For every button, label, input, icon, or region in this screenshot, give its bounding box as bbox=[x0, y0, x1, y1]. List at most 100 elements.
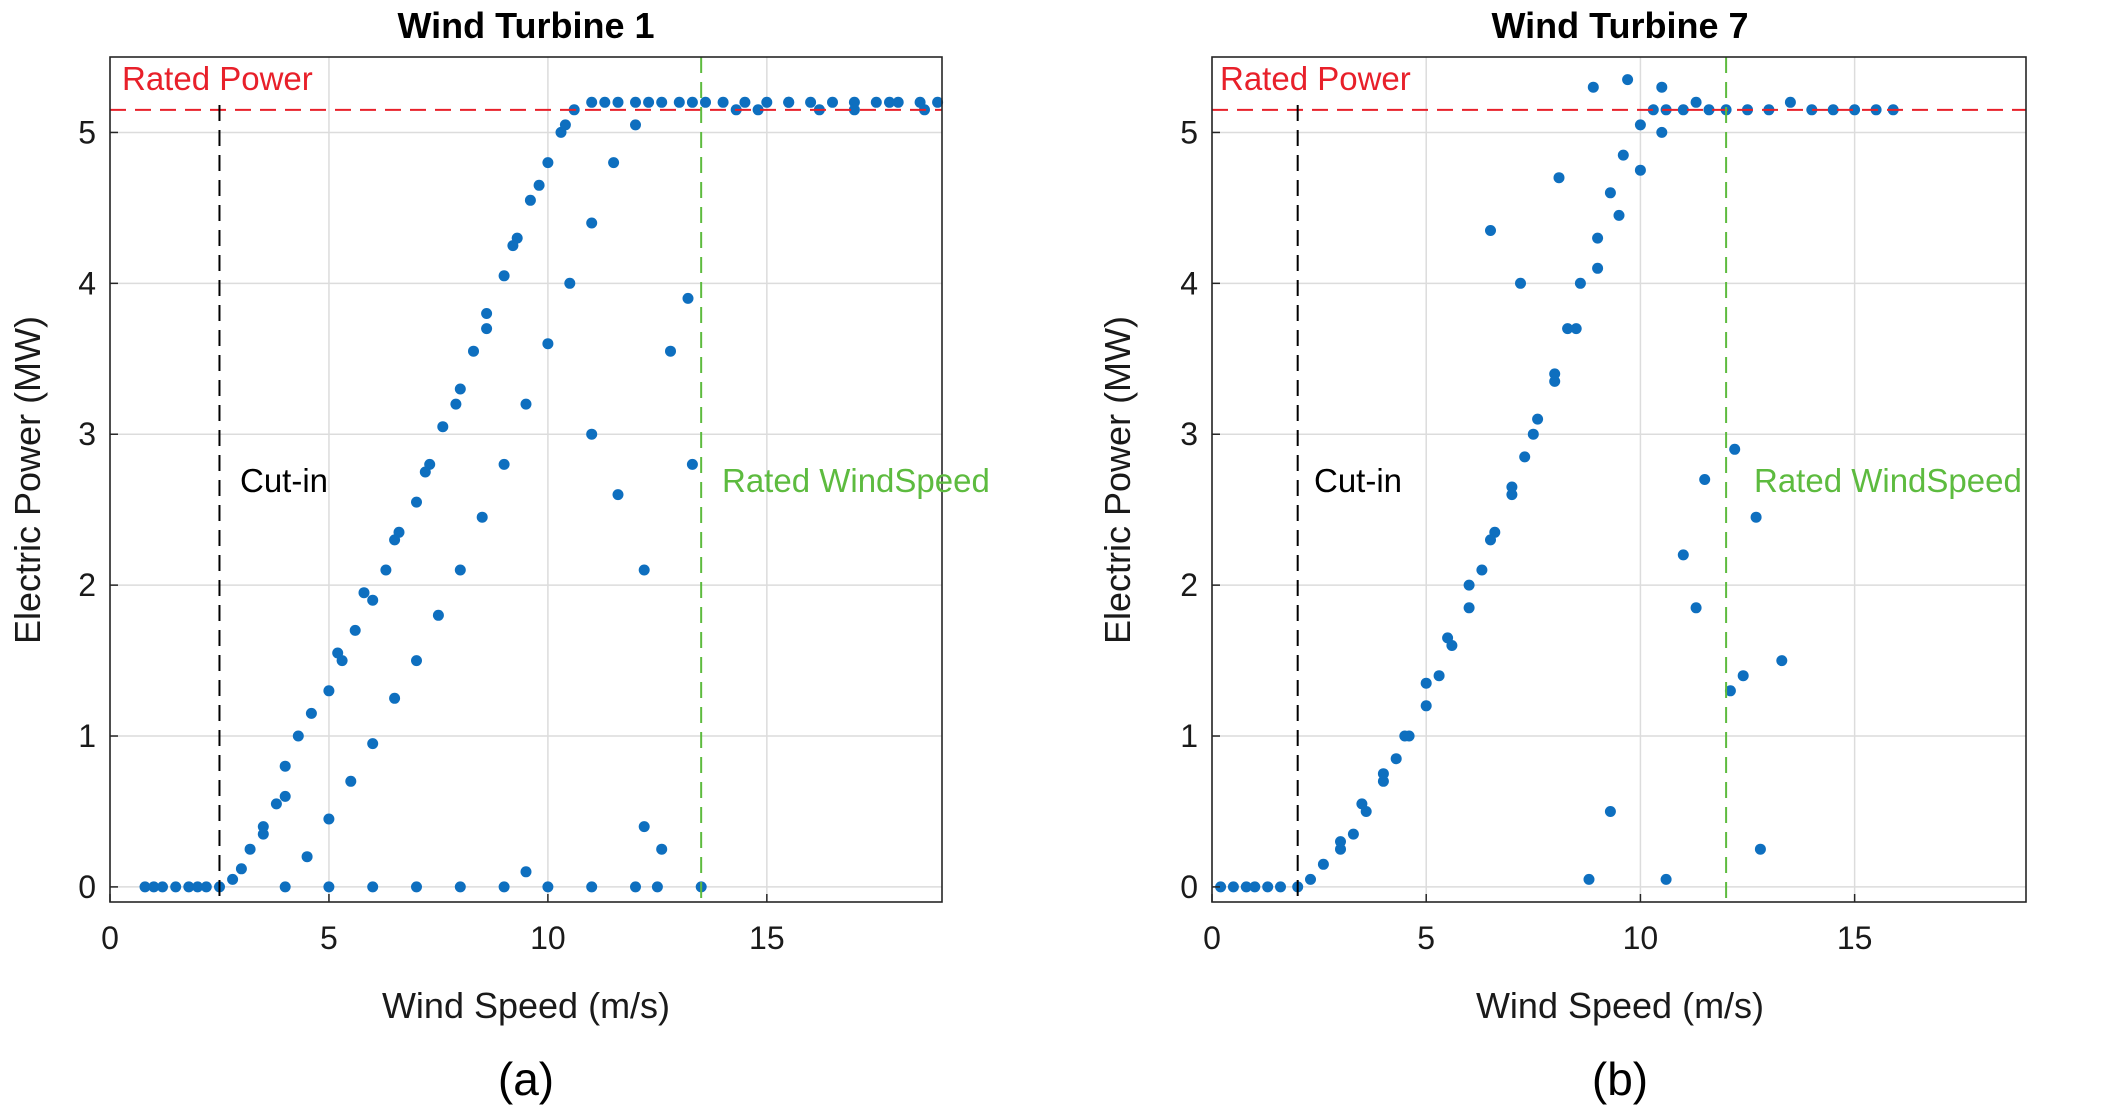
scatter-point bbox=[1476, 564, 1488, 576]
scatter-point bbox=[157, 881, 168, 893]
scatter-point bbox=[1553, 172, 1565, 184]
scatter-point bbox=[1622, 74, 1634, 86]
scatter-point bbox=[1617, 149, 1629, 161]
scatter-point bbox=[1305, 873, 1316, 885]
chart-title: Wind Turbine 1 bbox=[398, 5, 655, 46]
scatter-point bbox=[437, 421, 449, 433]
scatter-point bbox=[292, 730, 304, 742]
scatter-point bbox=[1485, 225, 1496, 236]
scatter-point bbox=[1506, 481, 1518, 493]
scatter-point bbox=[192, 881, 204, 893]
grid bbox=[109, 57, 942, 902]
scatter-point bbox=[638, 564, 650, 576]
scatter-point bbox=[450, 398, 462, 410]
scatter-point bbox=[419, 466, 431, 478]
scatter-point bbox=[1690, 602, 1702, 614]
scatter-point bbox=[1377, 775, 1389, 787]
panel-wind-turbine-7: 0 5 10 15 0 1 2 3 4 5 Wind Turbine 7 Wind Speed (… bbox=[1097, 5, 2027, 1105]
y-tick-label: 1 bbox=[1180, 718, 1198, 754]
scatter-point bbox=[1377, 768, 1389, 780]
scatter-point bbox=[139, 881, 151, 893]
reference-lines bbox=[110, 57, 942, 902]
scatter-point bbox=[1420, 677, 1432, 689]
scatter-point bbox=[1613, 209, 1625, 221]
scatter-point bbox=[367, 881, 379, 893]
plot-frame bbox=[1211, 56, 2027, 903]
x-tick-label: 5 bbox=[320, 920, 338, 956]
scatter-point bbox=[1656, 126, 1668, 138]
scatter-point bbox=[1240, 881, 1252, 893]
panel-wind-turbine-1: 0 5 10 15 0 1 2 3 4 5 Wind Turbine 1 Wind Speed (… bbox=[7, 5, 990, 1105]
scatter-point bbox=[305, 707, 317, 719]
scatter-point bbox=[227, 873, 239, 885]
scatter-point bbox=[1724, 685, 1736, 697]
scatter-point bbox=[1485, 534, 1496, 546]
scatter-point bbox=[1703, 104, 1715, 116]
scatter-point bbox=[323, 685, 335, 697]
scatter-point bbox=[665, 345, 676, 357]
scatter-point bbox=[1604, 187, 1616, 199]
scatter-point bbox=[520, 866, 532, 878]
scatter-point bbox=[932, 96, 944, 108]
scatter-point bbox=[520, 398, 532, 410]
scatter-point bbox=[1729, 443, 1741, 455]
scatter-point bbox=[870, 96, 882, 108]
scatter-point bbox=[673, 96, 685, 108]
y-tick-label: 5 bbox=[78, 114, 96, 150]
scatter-point bbox=[805, 96, 817, 108]
scatter-point bbox=[1849, 104, 1861, 116]
scatter-point bbox=[1587, 81, 1599, 93]
scatter-point bbox=[612, 489, 624, 501]
scatter-point bbox=[1335, 843, 1346, 855]
tick-labels: 0 5 10 15 0 1 2 3 4 5 bbox=[1180, 114, 1872, 956]
scatter-point bbox=[367, 738, 379, 750]
scatter-point bbox=[1519, 451, 1531, 463]
scatter-point bbox=[279, 760, 291, 772]
scatter-point bbox=[1776, 655, 1788, 667]
scatter-point bbox=[700, 96, 711, 108]
scatter-point bbox=[1390, 753, 1402, 765]
cut-in-label: Cut-in bbox=[1314, 462, 1402, 499]
scatter-point bbox=[454, 564, 466, 576]
scatter-point bbox=[358, 587, 370, 599]
scatter-point bbox=[682, 292, 694, 304]
y-tick-label: 3 bbox=[78, 416, 96, 452]
y-tick-label: 3 bbox=[1180, 416, 1198, 452]
scatter-point bbox=[586, 217, 598, 229]
scatter-point bbox=[586, 428, 598, 440]
x-tick-label: 0 bbox=[1203, 920, 1221, 956]
chart-title: Wind Turbine 7 bbox=[1492, 5, 1749, 46]
scatter-point bbox=[476, 511, 488, 523]
scatter-point bbox=[481, 308, 493, 319]
scatter-point bbox=[1660, 873, 1672, 885]
scatter-point bbox=[1574, 277, 1586, 289]
scatter-point bbox=[1262, 881, 1274, 893]
scatter-point bbox=[1442, 632, 1454, 644]
scatter-point bbox=[827, 96, 838, 108]
y-tick-label: 5 bbox=[1180, 114, 1198, 150]
scatter-point bbox=[1677, 104, 1689, 116]
scatter-point bbox=[752, 104, 764, 116]
y-tick-label: 2 bbox=[1180, 567, 1198, 603]
scatter-point bbox=[1583, 873, 1595, 885]
scatter-point bbox=[257, 828, 269, 840]
scatter-point bbox=[1532, 413, 1544, 425]
scatter-point bbox=[244, 843, 256, 855]
scatter-point bbox=[380, 564, 392, 576]
rated-wind-speed-label: Rated WindSpeed bbox=[722, 462, 990, 499]
y-tick-label: 4 bbox=[78, 265, 96, 301]
scatter-point bbox=[498, 270, 510, 282]
scatter-point bbox=[507, 240, 519, 252]
scatter-point bbox=[783, 96, 795, 108]
plot-frame bbox=[109, 56, 943, 903]
y-axis-label: Electric Power (MW) bbox=[1097, 316, 1138, 644]
rated-power-label: Rated Power bbox=[122, 60, 313, 97]
scatter-point bbox=[345, 775, 357, 787]
scatter-point bbox=[524, 194, 536, 206]
scatter-point bbox=[761, 96, 773, 108]
scatter-point bbox=[1647, 104, 1659, 116]
scatter-point bbox=[643, 96, 655, 108]
scatter-point bbox=[411, 655, 422, 667]
y-tick-label: 4 bbox=[1180, 265, 1198, 301]
panel-caption: (b) bbox=[1592, 1053, 1648, 1105]
